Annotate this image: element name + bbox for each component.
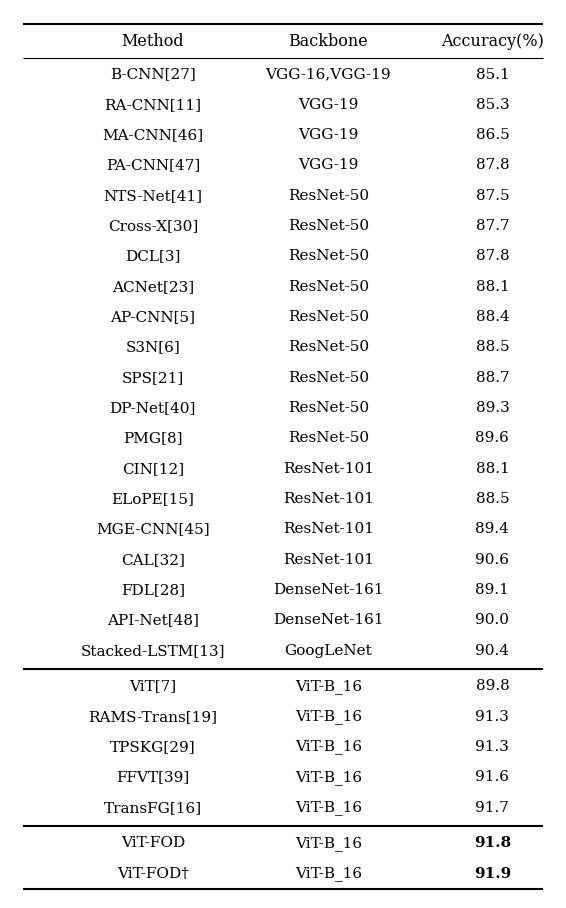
Text: Cross-X[30]: Cross-X[30] — [108, 219, 198, 233]
Text: 89.3: 89.3 — [475, 401, 509, 415]
Text: Backbone: Backbone — [289, 33, 368, 50]
Text: VGG-19: VGG-19 — [298, 128, 358, 143]
Text: ViT-B_16: ViT-B_16 — [295, 740, 362, 755]
Text: 89.4: 89.4 — [475, 522, 509, 537]
Text: 88.1: 88.1 — [475, 280, 509, 294]
Text: ViT-B_16: ViT-B_16 — [295, 866, 362, 881]
Text: 88.7: 88.7 — [475, 370, 509, 385]
Text: FDL[28]: FDL[28] — [121, 583, 185, 597]
Text: 90.6: 90.6 — [475, 553, 509, 567]
Text: ResNet-50: ResNet-50 — [288, 431, 369, 446]
Text: ResNet-50: ResNet-50 — [288, 280, 369, 294]
Text: DCL[3]: DCL[3] — [125, 250, 181, 263]
Text: VGG-19: VGG-19 — [298, 159, 358, 173]
Text: 91.6: 91.6 — [475, 770, 509, 785]
Text: ResNet-101: ResNet-101 — [283, 492, 374, 506]
Text: 89.6: 89.6 — [475, 431, 509, 446]
Text: Stacked-LSTM[13]: Stacked-LSTM[13] — [80, 644, 225, 657]
Text: 87.5: 87.5 — [475, 189, 509, 202]
Text: ResNet-50: ResNet-50 — [288, 311, 369, 324]
Text: ViT-B_16: ViT-B_16 — [295, 709, 362, 725]
Text: 85.3: 85.3 — [475, 98, 509, 112]
Text: 89.8: 89.8 — [475, 679, 509, 694]
Text: ResNet-50: ResNet-50 — [288, 189, 369, 202]
Text: 91.3: 91.3 — [475, 710, 509, 724]
Text: ResNet-101: ResNet-101 — [283, 553, 374, 567]
Text: AP-CNN[5]: AP-CNN[5] — [110, 311, 195, 324]
Text: DenseNet-161: DenseNet-161 — [273, 583, 384, 597]
Text: 88.5: 88.5 — [475, 340, 509, 354]
Text: ViT-B_16: ViT-B_16 — [295, 800, 362, 815]
Text: ResNet-50: ResNet-50 — [288, 250, 369, 263]
Text: 91.3: 91.3 — [475, 740, 509, 754]
Text: MGE-CNN[45]: MGE-CNN[45] — [96, 522, 209, 537]
Text: 87.8: 87.8 — [475, 250, 509, 263]
Text: PMG[8]: PMG[8] — [123, 431, 183, 446]
Text: 85.1: 85.1 — [475, 67, 509, 82]
Text: PA-CNN[47]: PA-CNN[47] — [106, 159, 200, 173]
Text: ELoPE[15]: ELoPE[15] — [112, 492, 194, 506]
Text: ResNet-50: ResNet-50 — [288, 370, 369, 385]
Text: CAL[32]: CAL[32] — [121, 553, 185, 567]
Text: TPSKG[29]: TPSKG[29] — [110, 740, 196, 754]
Text: B-CNN[27]: B-CNN[27] — [110, 67, 196, 82]
Text: API-Net[48]: API-Net[48] — [107, 613, 199, 627]
Text: 87.8: 87.8 — [475, 159, 509, 173]
Text: Method: Method — [122, 33, 184, 50]
Text: S3N[6]: S3N[6] — [126, 340, 180, 354]
Text: 88.5: 88.5 — [475, 492, 509, 506]
Text: 90.0: 90.0 — [475, 613, 509, 627]
Text: ACNet[23]: ACNet[23] — [112, 280, 194, 294]
Text: 91.7: 91.7 — [475, 801, 509, 814]
Text: ViT-FOD†: ViT-FOD† — [117, 867, 188, 881]
Text: SPS[21]: SPS[21] — [122, 370, 184, 385]
Text: 87.7: 87.7 — [475, 219, 509, 233]
Text: CIN[12]: CIN[12] — [122, 461, 184, 476]
Text: RAMS-Trans[19]: RAMS-Trans[19] — [88, 710, 217, 724]
Text: DenseNet-161: DenseNet-161 — [273, 613, 384, 627]
Text: TransFG[16]: TransFG[16] — [104, 801, 202, 814]
Text: NTS-Net[41]: NTS-Net[41] — [104, 189, 202, 202]
Text: ResNet-50: ResNet-50 — [288, 219, 369, 233]
Text: 89.1: 89.1 — [475, 583, 509, 597]
Text: 90.4: 90.4 — [475, 644, 509, 657]
Text: ResNet-101: ResNet-101 — [283, 522, 374, 537]
Text: 88.4: 88.4 — [475, 311, 509, 324]
Text: DP-Net[40]: DP-Net[40] — [110, 401, 196, 415]
Text: ViT-B_16: ViT-B_16 — [295, 770, 362, 785]
Text: ResNet-50: ResNet-50 — [288, 340, 369, 354]
Text: Accuracy(%): Accuracy(%) — [441, 33, 544, 50]
Text: ResNet-50: ResNet-50 — [288, 401, 369, 415]
Text: MA-CNN[46]: MA-CNN[46] — [102, 128, 203, 143]
Text: ViT-B_16: ViT-B_16 — [295, 679, 362, 694]
Text: 88.1: 88.1 — [475, 461, 509, 476]
Text: 91.9: 91.9 — [474, 867, 511, 881]
Text: ViT[7]: ViT[7] — [129, 679, 177, 694]
Text: 86.5: 86.5 — [475, 128, 509, 143]
Text: 91.8: 91.8 — [474, 836, 511, 851]
Text: VGG-16,VGG-19: VGG-16,VGG-19 — [265, 67, 391, 82]
Text: ViT-FOD: ViT-FOD — [121, 836, 185, 851]
Text: GoogLeNet: GoogLeNet — [284, 644, 372, 657]
Text: FFVT[39]: FFVT[39] — [116, 770, 190, 785]
Text: ViT-B_16: ViT-B_16 — [295, 836, 362, 851]
Text: RA-CNN[11]: RA-CNN[11] — [104, 98, 201, 112]
Text: VGG-19: VGG-19 — [298, 98, 358, 112]
Text: ResNet-101: ResNet-101 — [283, 461, 374, 476]
